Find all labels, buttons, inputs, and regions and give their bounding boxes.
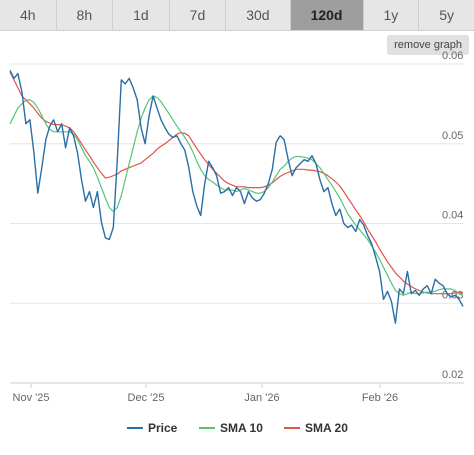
series-line-price xyxy=(9,70,464,324)
y-tick-label: 0.05 xyxy=(442,130,463,142)
tab-120d[interactable]: 120d xyxy=(290,0,364,30)
x-tick-label: Nov '25 xyxy=(13,392,50,404)
legend-label-price[interactable]: Price xyxy=(148,421,178,435)
legend-label-sma20[interactable]: SMA 20 xyxy=(305,421,348,435)
remove-graph-button[interactable]: remove graph xyxy=(387,35,469,55)
tab-4h[interactable]: 4h xyxy=(0,0,57,30)
x-tick-label: Feb '26 xyxy=(362,392,398,404)
tab-30d[interactable]: 30d xyxy=(226,0,291,30)
tab-5y[interactable]: 5y xyxy=(439,7,455,23)
y-tick-label: 0.02 xyxy=(442,369,463,381)
x-tick-label: Jan '26 xyxy=(244,392,279,404)
range-tabs: 4h 8h 1d 7d 30d 120d 1y 5y xyxy=(0,0,474,31)
tab-7d[interactable]: 7d xyxy=(170,0,227,30)
x-tick-label: Dec '25 xyxy=(128,392,165,404)
y-tick-label: 0.04 xyxy=(442,210,463,222)
y-tick-label: 0.06 xyxy=(442,50,463,62)
tab-1d[interactable]: 1d xyxy=(113,0,170,30)
tab-1y[interactable]: 1y xyxy=(364,0,420,30)
series-line-sma20 xyxy=(9,71,463,295)
legend-label-sma10[interactable]: SMA 10 xyxy=(220,421,263,435)
series-line-sma10 xyxy=(9,95,464,296)
tab-8h[interactable]: 8h xyxy=(57,0,114,30)
